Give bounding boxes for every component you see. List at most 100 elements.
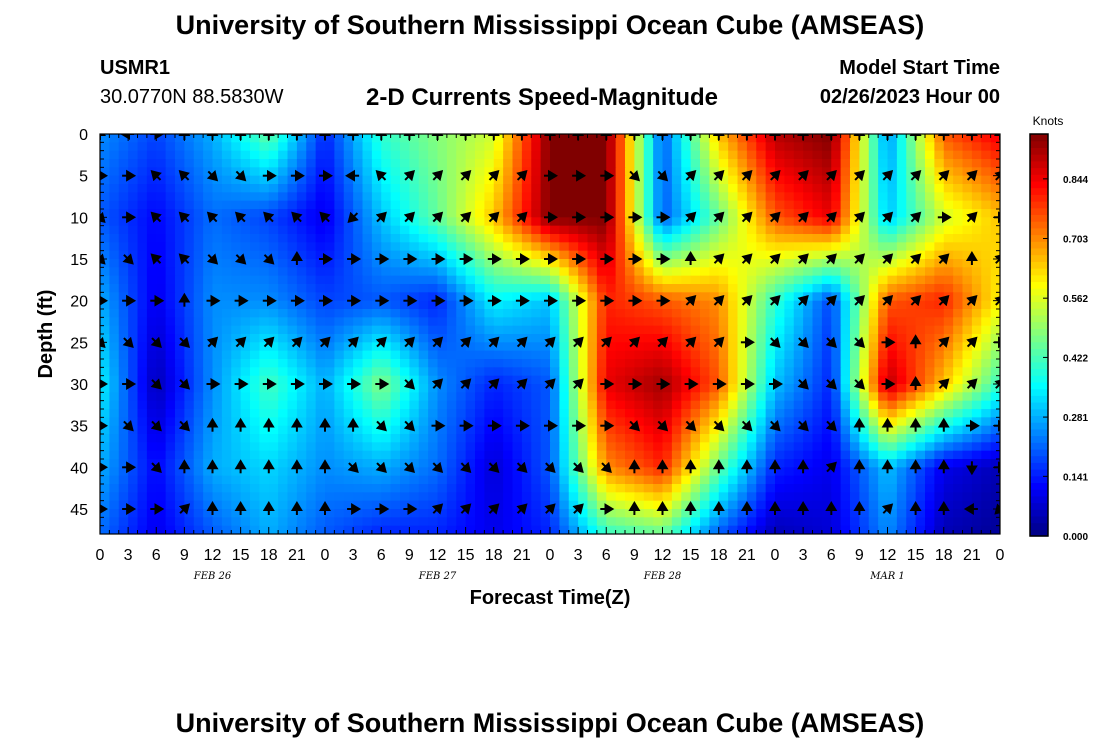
heatmap-cell <box>390 342 401 352</box>
heatmap-cell <box>850 159 860 168</box>
heatmap-cell <box>737 334 748 343</box>
heatmap-cell <box>662 192 673 202</box>
heatmap-cell <box>531 250 542 260</box>
heatmap-cell <box>231 484 242 493</box>
heatmap-cell <box>278 150 289 160</box>
heatmap-cell <box>118 525 129 534</box>
heatmap-cell <box>184 417 195 427</box>
heatmap-cell <box>643 334 654 343</box>
heatmap-cell <box>934 167 945 177</box>
heatmap-cell <box>259 325 270 335</box>
heatmap-cell <box>775 184 785 193</box>
heatmap-cell <box>765 250 776 260</box>
current-vector-arrow <box>966 294 978 307</box>
heatmap-cell <box>465 342 476 352</box>
heatmap-cell <box>784 334 795 343</box>
heatmap-cell <box>812 500 823 510</box>
heatmap-cell <box>606 359 617 368</box>
heatmap-cell <box>568 367 579 377</box>
heatmap-cell <box>343 525 354 534</box>
heatmap-cell <box>118 242 129 252</box>
heatmap-cell <box>812 225 823 235</box>
heatmap-cell <box>109 284 120 293</box>
heatmap-cell <box>943 400 954 410</box>
heatmap-cell <box>634 225 645 235</box>
heatmap-cell <box>137 192 148 202</box>
heatmap-cell <box>231 267 242 277</box>
heatmap-cell <box>662 234 673 243</box>
heatmap-cell <box>756 425 767 435</box>
heatmap-cell <box>775 325 785 335</box>
heatmap-cell <box>175 192 185 202</box>
heatmap-cell <box>887 484 898 493</box>
heatmap-cell <box>146 225 157 235</box>
heatmap-cell <box>325 467 335 477</box>
heatmap-cell <box>878 167 889 177</box>
heatmap-cell <box>381 184 392 193</box>
heatmap-cell <box>681 142 692 152</box>
heatmap-cell <box>859 509 870 518</box>
heatmap-cell <box>268 350 279 360</box>
heatmap-cell <box>634 417 645 427</box>
heatmap-cell <box>615 259 626 268</box>
heatmap-cell <box>240 509 251 518</box>
heatmap-cell <box>812 175 823 185</box>
current-vector-arrow <box>431 211 444 224</box>
heatmap-cell <box>390 150 401 160</box>
heatmap-cell <box>118 384 129 393</box>
heatmap-cell <box>615 350 626 360</box>
heatmap-cell <box>803 159 814 168</box>
heatmap-cell <box>887 300 898 310</box>
heatmap-cell <box>953 334 964 343</box>
heatmap-cell <box>859 517 870 527</box>
heatmap-cell <box>681 242 692 252</box>
heatmap-cell <box>831 334 842 343</box>
heatmap-cell <box>615 292 626 302</box>
heatmap-cell <box>896 325 907 335</box>
heatmap-cell <box>915 217 926 227</box>
heatmap-cell <box>184 459 195 468</box>
heatmap-cell <box>943 150 954 160</box>
heatmap-cell <box>259 142 270 152</box>
heatmap-cell <box>606 259 617 268</box>
heatmap-cell <box>240 250 251 260</box>
heatmap-cell <box>859 225 870 235</box>
heatmap-cell <box>671 309 682 318</box>
heatmap-cell <box>728 500 739 510</box>
heatmap-cell <box>981 325 992 335</box>
heatmap-cell <box>371 159 382 168</box>
heatmap-cell <box>343 234 354 243</box>
heatmap-cell <box>840 417 851 427</box>
heatmap-cell <box>287 434 298 443</box>
heatmap-cell <box>718 509 729 518</box>
heatmap-cell <box>634 300 645 310</box>
heatmap-cell <box>381 309 392 318</box>
heatmap-cell <box>587 334 598 343</box>
heatmap-cell <box>756 150 767 160</box>
heatmap-cell <box>793 284 804 293</box>
heatmap-cell <box>728 250 739 260</box>
heatmap-cell <box>925 284 935 293</box>
heatmap-cell <box>709 367 720 377</box>
heatmap-cell <box>212 184 223 193</box>
heatmap-cell <box>428 192 439 202</box>
heatmap-cell <box>315 317 326 327</box>
heatmap-cell <box>887 384 898 393</box>
heatmap-cell <box>446 209 457 218</box>
heatmap-cell <box>156 167 167 177</box>
heatmap-cell <box>250 184 260 193</box>
heatmap-cell <box>165 425 176 435</box>
heatmap-cell <box>784 400 795 410</box>
heatmap-cell <box>925 134 935 143</box>
heatmap-cell <box>831 309 842 318</box>
heatmap-cell <box>521 259 532 268</box>
heatmap-cell <box>831 200 842 210</box>
heatmap-cell <box>540 350 551 360</box>
heatmap-cell <box>184 475 195 485</box>
heatmap-cell <box>868 400 879 410</box>
heatmap-cell <box>934 234 945 243</box>
heatmap-cell <box>325 384 335 393</box>
heatmap-cell <box>521 384 532 393</box>
heatmap-cell <box>203 484 214 493</box>
heatmap-cell <box>315 517 326 527</box>
